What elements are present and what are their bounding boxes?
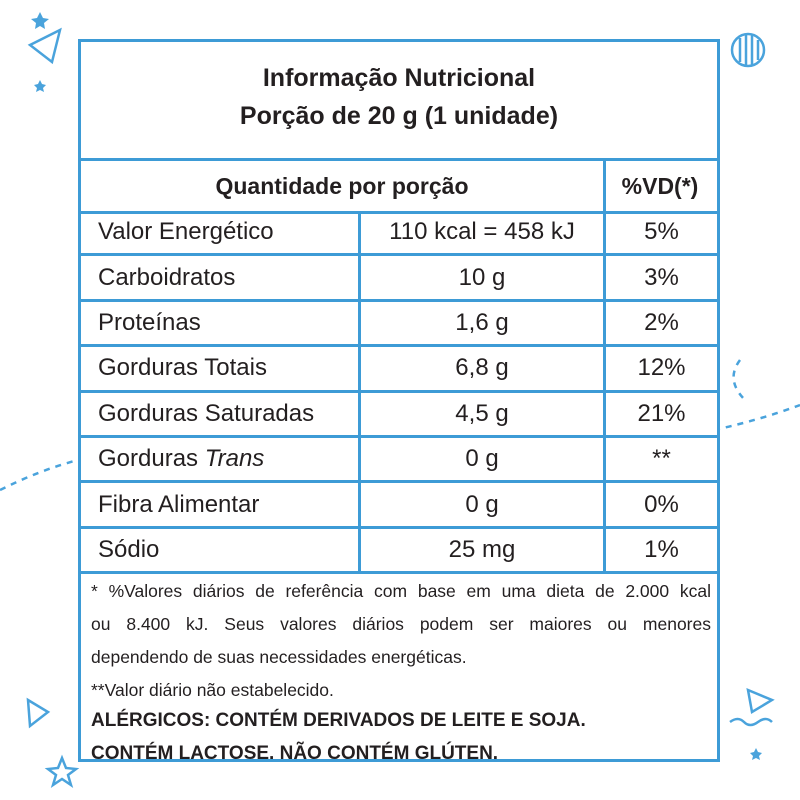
allergen-line: ALÉRGICOS: CONTÉM DERIVADOS DE LEITE E S… bbox=[91, 710, 586, 731]
table-row: Gorduras Saturadas 4,5 g 21% bbox=[81, 393, 717, 438]
nutrient-name: Gorduras Saturadas bbox=[98, 399, 315, 427]
table-row: Gorduras Totais 6,8 g 12% bbox=[81, 347, 717, 393]
nutrient-name: Fibra Alimentar bbox=[98, 490, 260, 518]
allergen-line: CONTÉM LACTOSE. NÃO CONTÉM GLÚTEN. bbox=[91, 743, 499, 764]
amount: 10 g bbox=[458, 263, 506, 291]
nutrient-name-italic: Trans bbox=[204, 445, 265, 473]
daily-value: 12% bbox=[637, 354, 686, 382]
party-hat-icon bbox=[26, 697, 51, 729]
star-icon bbox=[31, 12, 49, 29]
star-icon bbox=[34, 80, 46, 92]
nutrient-name: Sódio bbox=[98, 535, 160, 563]
amount: 0 g bbox=[465, 490, 499, 518]
footnotes: * %Valores diários de referência com bas… bbox=[91, 575, 711, 773]
column-divider bbox=[603, 158, 606, 574]
nutrient-name-text: Gorduras bbox=[98, 445, 199, 473]
amount: 110 kcal = 458 kJ bbox=[389, 218, 575, 246]
squiggle bbox=[729, 717, 773, 727]
nutrient-name: Carboidratos bbox=[98, 263, 236, 291]
party-hat-icon bbox=[27, 27, 62, 65]
dashed-line bbox=[0, 458, 79, 492]
footnote-line: **Valor diário não estabelecido. bbox=[91, 680, 334, 700]
daily-value: 3% bbox=[644, 263, 679, 291]
daily-value: 1% bbox=[644, 535, 679, 563]
nutrient-name: Valor Energético bbox=[98, 218, 274, 246]
amount: 25 mg bbox=[448, 535, 516, 563]
daily-value: 0% bbox=[644, 490, 679, 518]
ball-stripes bbox=[738, 35, 760, 65]
amount: 4,5 g bbox=[455, 399, 509, 427]
title: Informação Nutricional bbox=[262, 64, 536, 92]
nutrient-name: Gorduras Totais bbox=[98, 354, 267, 382]
daily-value: 21% bbox=[637, 399, 686, 427]
daily-value: ** bbox=[652, 445, 671, 473]
table-row: Valor Energético 110 kcal = 458 kJ 5% bbox=[81, 211, 717, 257]
daily-value: 5% bbox=[644, 218, 679, 246]
table-row: Sódio 25 mg 1% bbox=[81, 529, 717, 575]
amount: 1,6 g bbox=[455, 308, 509, 336]
footnote-line: ou 8.400 kJ. Seus valores diários podem … bbox=[91, 614, 711, 634]
amount: 6,8 g bbox=[455, 354, 509, 382]
dashed-line bbox=[713, 359, 800, 432]
footnote-line: dependendo de suas necessidades energéti… bbox=[91, 647, 467, 667]
footnote-line: * %Valores diários de referência com bas… bbox=[91, 581, 711, 601]
amount: 0 g bbox=[465, 445, 499, 473]
nutrition-panel: Informação Nutricional Porção de 20 g (1… bbox=[78, 39, 720, 764]
ball-icon bbox=[730, 32, 766, 68]
header-row: Quantidade por porção %VD(*) bbox=[81, 158, 717, 214]
column-header: %VD(*) bbox=[621, 172, 699, 199]
nutrient-name: Gorduras Trans bbox=[98, 438, 356, 480]
table-row: Gorduras Trans 0 g ** bbox=[81, 438, 717, 484]
party-hat-icon bbox=[746, 687, 775, 715]
column-header: Quantidade por porção bbox=[215, 172, 469, 199]
table-row: Carboidratos 10 g 3% bbox=[81, 256, 717, 302]
star-icon bbox=[750, 748, 762, 760]
nutrient-name: Proteínas bbox=[98, 308, 201, 336]
subtitle: Porção de 20 g (1 unidade) bbox=[239, 102, 559, 130]
table-row: Proteínas 1,6 g 2% bbox=[81, 302, 717, 348]
star-icon bbox=[44, 754, 80, 788]
daily-value: 2% bbox=[644, 308, 679, 336]
table-row: Fibra Alimentar 0 g 0% bbox=[81, 483, 717, 529]
